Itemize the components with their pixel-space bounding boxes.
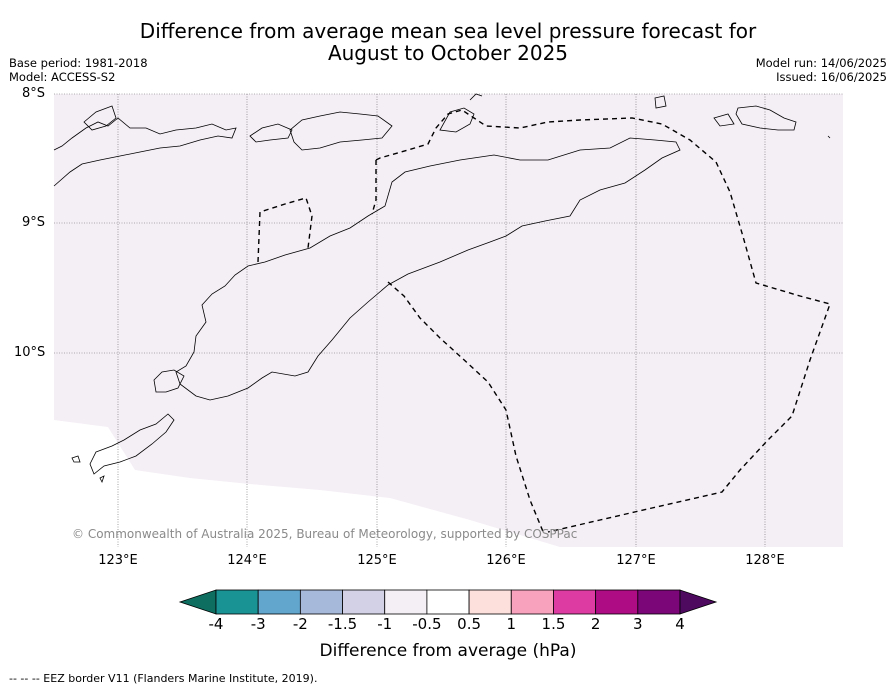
- colorbar-swatch: [257, 589, 301, 615]
- meta-left: Base period: 1981-2018 Model: ACCESS-S2: [9, 56, 148, 84]
- colorbar-tick-label: 1: [506, 615, 517, 633]
- moa-island: [735, 105, 797, 131]
- colorbar-swatch: [299, 589, 343, 615]
- leti-island: [713, 113, 735, 127]
- colorbar-tick-label: 0.5: [457, 615, 482, 633]
- atauro-island: [469, 93, 483, 101]
- lon-label-128e: 128°E: [745, 553, 785, 568]
- kisar-island: [654, 95, 667, 109]
- lat-label-9s: 9°S: [22, 215, 46, 230]
- wetar-island: [439, 107, 475, 133]
- model-run: Model run: 14/06/2025: [755, 56, 887, 70]
- small-island-2: [99, 475, 105, 484]
- lat-label-8s: 8°S: [22, 86, 46, 101]
- colorbar-swatch: [595, 589, 639, 615]
- timor-island: [175, 137, 681, 401]
- eez-south: [387, 281, 545, 535]
- lon-label-124e: 124°E: [227, 553, 267, 568]
- semau-island: [153, 369, 185, 393]
- colorbar-tick-label: -0.5: [412, 615, 442, 633]
- colorbar-swatch: [468, 589, 512, 615]
- colorbar-tick-label: -2: [292, 615, 308, 633]
- copyright-notice: © Commonwealth of Australia 2025, Bureau…: [72, 527, 578, 541]
- title-line-1: Difference from average mean sea level p…: [139, 19, 757, 43]
- colorbar-tick-label: -3: [250, 615, 266, 633]
- eez-north: [375, 109, 831, 533]
- lembata-island: [83, 105, 117, 131]
- issued-date: Issued: 16/06/2025: [776, 70, 887, 84]
- colorbar-swatch: [553, 589, 597, 615]
- lon-label-123e: 123°E: [98, 553, 138, 568]
- lon-label-126e: 126°E: [486, 553, 526, 568]
- colorbar-tick-label: 2: [590, 615, 601, 633]
- colorbar-extend-high: [679, 589, 718, 615]
- colorbar-swatch: [215, 589, 259, 615]
- eez-footnote: -- -- -- EEZ border V11 (Flanders Marine…: [9, 672, 318, 685]
- colorbar: [178, 589, 718, 615]
- colorbar-label: Difference from average (hPa): [319, 641, 577, 661]
- title-line-2: August to October 2025: [327, 41, 569, 65]
- colorbar-tick-label: -4: [208, 615, 224, 633]
- coastlines: [53, 93, 831, 484]
- small-island-1: [827, 135, 831, 139]
- colorbar-swatch: [637, 589, 681, 615]
- lat-label-10s: 10°S: [14, 345, 46, 360]
- colorbar-extend-low: [178, 589, 217, 615]
- alor-island: [289, 111, 393, 151]
- colorbar-swatch: [384, 589, 428, 615]
- colorbar-tick-label: -1.5: [327, 615, 358, 633]
- colorbar-tick-label: 4: [675, 615, 685, 633]
- eez-north-left: [371, 160, 377, 215]
- ndao-island: [71, 455, 81, 463]
- forecast-field: [54, 94, 843, 547]
- eez-borders: [257, 109, 831, 535]
- flores-alor-coast: [53, 117, 237, 187]
- colorbar-tick-label: 1.5: [541, 615, 566, 633]
- lon-label-125e: 125°E: [357, 553, 397, 568]
- model-name: Model: ACCESS-S2: [9, 70, 116, 84]
- colorbar-swatch: [342, 589, 386, 615]
- colorbar-tick-label: -1: [377, 615, 393, 633]
- lon-label-127e: 127°E: [616, 553, 656, 568]
- colorbar-swatch: [510, 589, 554, 615]
- meta-right: Model run: 14/06/2025 Issued: 16/06/2025: [756, 56, 887, 84]
- pantar-island: [249, 123, 293, 143]
- chart-title: Difference from average mean sea level p…: [0, 20, 896, 64]
- graticule: [54, 93, 843, 547]
- rote-island: [89, 413, 175, 475]
- colorbar-tick-label: 3: [633, 615, 643, 633]
- base-period: Base period: 1981-2018: [9, 56, 148, 70]
- colorbar-swatch: [426, 589, 470, 615]
